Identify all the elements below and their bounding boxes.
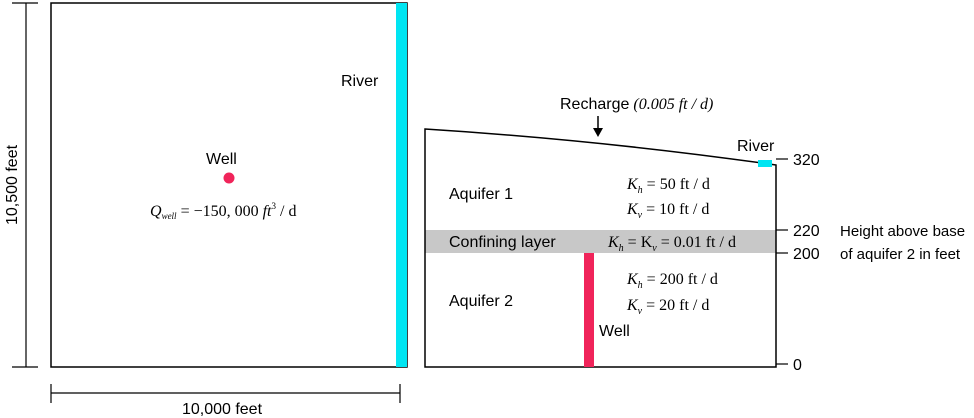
height-axis-ticks bbox=[776, 158, 788, 365]
height-caption-line1: Height above base bbox=[840, 223, 965, 240]
plan-width-dimension bbox=[50, 384, 401, 403]
tick-label-320: 320 bbox=[793, 152, 820, 169]
tick-label-0: 0 bbox=[793, 357, 802, 374]
recharge-arrow-icon bbox=[593, 116, 603, 137]
recharge-label: Recharge (0.005 ft / d) bbox=[560, 96, 713, 113]
aquifer1-kh: Kh = 50 ft / d bbox=[626, 176, 710, 196]
section-well bbox=[584, 253, 594, 367]
height-caption-line2: of aquifer 2 in feet bbox=[840, 246, 961, 263]
plan-river bbox=[396, 3, 407, 367]
cross-section-outline bbox=[424, 128, 777, 368]
aquifer1-label: Aquifer 1 bbox=[449, 186, 513, 203]
confining-layer-label: Confining layer bbox=[449, 234, 556, 251]
aquifer1-kv: Kv = 10 ft / d bbox=[626, 201, 709, 221]
confining-k: Kh = Kv = 0.01 ft / d bbox=[607, 234, 736, 254]
plan-view-boundary bbox=[50, 2, 408, 368]
tick-label-200: 200 bbox=[793, 246, 820, 263]
plan-river-label: River bbox=[341, 73, 379, 90]
plan-well-label: Well bbox=[206, 151, 237, 168]
plan-height-label: 10,500 feet bbox=[4, 144, 21, 225]
section-river bbox=[758, 160, 772, 167]
plan-well-marker bbox=[223, 172, 235, 184]
aquifer2-kh: Kh = 200 ft / d bbox=[626, 271, 718, 291]
well-discharge-equation: Qwell = −150, 000 ft3 / d bbox=[150, 201, 296, 221]
aquifer2-kv: Kv = 20 ft / d bbox=[626, 297, 709, 317]
section-river-label: River bbox=[737, 138, 775, 155]
confining-layer bbox=[425, 230, 776, 253]
plan-width-label: 10,000 feet bbox=[182, 401, 263, 418]
tick-label-220: 220 bbox=[793, 223, 820, 240]
plan-height-dimension bbox=[12, 2, 38, 368]
section-well-label: Well bbox=[599, 323, 630, 340]
aquifer2-label: Aquifer 2 bbox=[449, 293, 513, 310]
